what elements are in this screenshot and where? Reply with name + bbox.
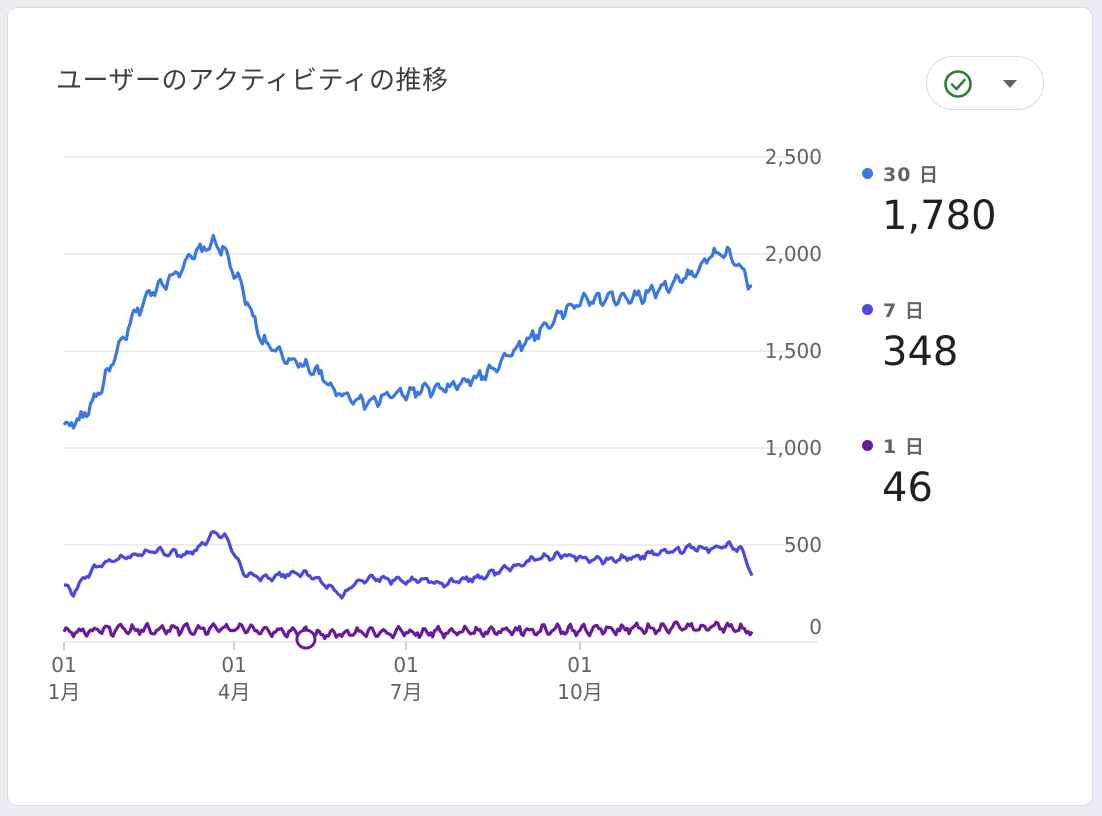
legend-item-7-day: 7 日 348: [862, 296, 958, 375]
x-tick-month: 10月: [557, 680, 602, 704]
series-line-1-day: [62, 620, 754, 641]
check-circle-icon: [944, 70, 972, 98]
y-tick-label: 2,000: [765, 242, 822, 266]
legend-item-1-day: 1 日 46: [862, 432, 933, 511]
legend-value: 46: [882, 465, 933, 511]
dropdown-caret-icon: [1003, 80, 1017, 88]
series-line-7-day: [63, 530, 754, 600]
x-tick-day: 01: [51, 653, 76, 677]
y-tick-label: 500: [784, 533, 822, 557]
legend-item-30-day: 30 日 1,780: [862, 160, 997, 239]
status-dropdown-button[interactable]: [926, 56, 1044, 110]
legend-dot-icon: [862, 168, 873, 179]
x-tick-day: 01: [393, 653, 418, 677]
y-tick-label: 1,000: [765, 436, 822, 460]
legend-label: 7 日: [862, 296, 958, 323]
x-tick-month: 7月: [390, 680, 423, 704]
x-tick-day: 01: [567, 653, 592, 677]
legend-value: 348: [882, 329, 959, 375]
activity-card: ユーザーのアクティビティの推移: [7, 7, 1093, 806]
legend-dot-icon: [862, 304, 873, 315]
x-tick-month: 4月: [218, 680, 251, 704]
data-point-marker[interactable]: [295, 628, 317, 650]
x-tick-month: 1月: [48, 680, 81, 704]
legend-value: 1,780: [882, 193, 997, 239]
y-tick-label: 1,500: [765, 339, 822, 363]
series-line-30-day: [62, 233, 753, 430]
legend-label: 30 日: [862, 160, 997, 187]
y-tick-label: 0: [809, 615, 822, 639]
card-title: ユーザーのアクティビティの推移: [56, 66, 449, 96]
x-tick-day: 01: [221, 653, 246, 677]
y-tick-label: 2,500: [765, 145, 822, 169]
legend-dot-icon: [862, 440, 873, 451]
legend-label: 1 日: [862, 432, 933, 459]
